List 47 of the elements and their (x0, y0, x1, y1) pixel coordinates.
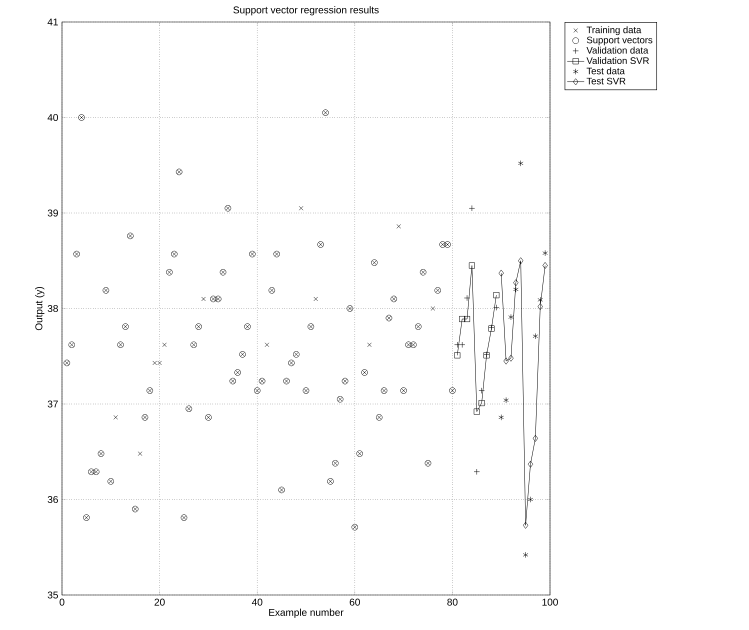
point (513, 279, 518, 286)
legend-label: Test data (586, 67, 625, 74)
x-tick-label: 80 (447, 598, 458, 606)
legend-label: Training data (586, 26, 642, 36)
legend-label: Test SVR (586, 78, 626, 84)
point (503, 397, 509, 404)
y-tick-label: 38 (48, 304, 58, 312)
legend-label: Validation SVR (586, 57, 649, 64)
point (542, 262, 548, 269)
legend-label: Support vectors (586, 36, 652, 46)
chart-title: Support vector regression results (233, 6, 379, 16)
point (522, 522, 528, 529)
point (503, 358, 509, 364)
point (474, 408, 480, 415)
point (498, 414, 504, 420)
point (454, 352, 460, 358)
x-axis-title: Example number (269, 608, 344, 618)
x-tick-label: 60 (350, 598, 360, 606)
legend-label: Validation data (586, 46, 648, 54)
point (532, 333, 538, 340)
point (459, 316, 466, 322)
y-tick-label: 37 (48, 400, 58, 408)
point (522, 552, 528, 558)
y-tick-label: 40 (48, 114, 58, 122)
point (518, 257, 524, 264)
x-tick-label: 0 (60, 598, 64, 606)
y-tick-label: 41 (48, 18, 58, 26)
point (532, 434, 538, 442)
x-tick-label: 40 (252, 598, 262, 606)
point (542, 250, 548, 256)
point (508, 354, 514, 362)
y-axis-title: Output (y) (35, 286, 44, 330)
point (528, 460, 534, 468)
y-tick-label: 36 (48, 496, 58, 504)
y-tick-label: 35 (48, 591, 58, 599)
x-tick-label: 20 (154, 598, 165, 606)
x-tick-label: 100 (542, 598, 558, 606)
point (468, 262, 475, 269)
point (498, 270, 504, 277)
point (508, 314, 514, 320)
y-tick-label: 39 (48, 209, 58, 217)
point (478, 400, 485, 406)
point (464, 316, 470, 322)
point (528, 496, 534, 503)
point (493, 292, 500, 298)
point (518, 160, 524, 166)
point (513, 286, 519, 292)
